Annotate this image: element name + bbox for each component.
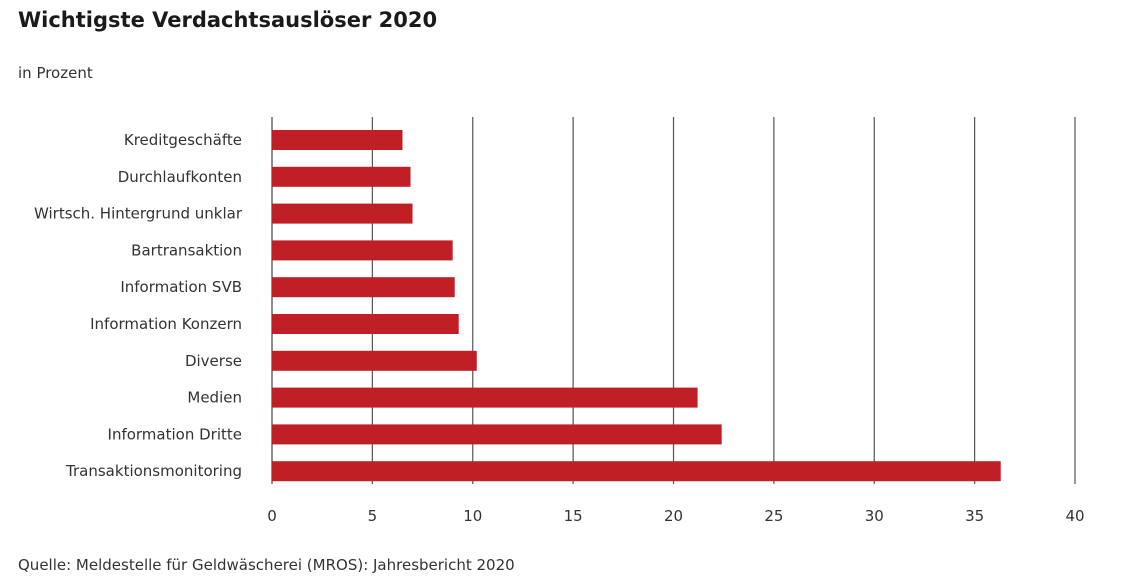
- chart-title: Wichtigste Verdachtsauslöser 2020: [18, 8, 438, 32]
- category-label: Transaktionsmonitoring: [65, 462, 242, 480]
- bar: [272, 203, 413, 224]
- category-label: Kreditgeschäfte: [124, 131, 242, 149]
- category-label: Bartransaktion: [131, 241, 242, 259]
- x-tick-label: 15: [564, 507, 583, 525]
- bar: [272, 350, 477, 371]
- x-tick-label: 40: [1065, 507, 1084, 525]
- bar: [272, 387, 698, 408]
- category-label: Information SVB: [120, 278, 242, 296]
- category-label: Information Konzern: [90, 315, 242, 333]
- x-tick-label: 5: [368, 507, 378, 525]
- x-tick-label: 10: [463, 507, 482, 525]
- category-label: Wirtsch. Hintergrund unklar: [34, 205, 243, 223]
- x-tick-label: 20: [664, 507, 683, 525]
- bar: [272, 130, 403, 150]
- x-tick-label: 25: [764, 507, 783, 525]
- bar: [272, 166, 411, 187]
- category-label: Medien: [187, 389, 242, 407]
- x-tick-label: 35: [965, 507, 984, 525]
- bar: [272, 424, 722, 445]
- chart-subtitle: in Prozent: [18, 64, 93, 82]
- bar: [272, 240, 453, 261]
- category-label: Durchlaufkonten: [118, 168, 242, 186]
- bar: [272, 277, 455, 298]
- bar: [272, 461, 1001, 482]
- x-tick-label: 30: [865, 507, 884, 525]
- category-label: Information Dritte: [108, 425, 242, 443]
- x-tick-label: 0: [267, 507, 277, 525]
- bar: [272, 314, 459, 334]
- category-label: Diverse: [185, 352, 242, 370]
- chart-source: Quelle: Meldestelle für Geldwäscherei (M…: [18, 556, 515, 574]
